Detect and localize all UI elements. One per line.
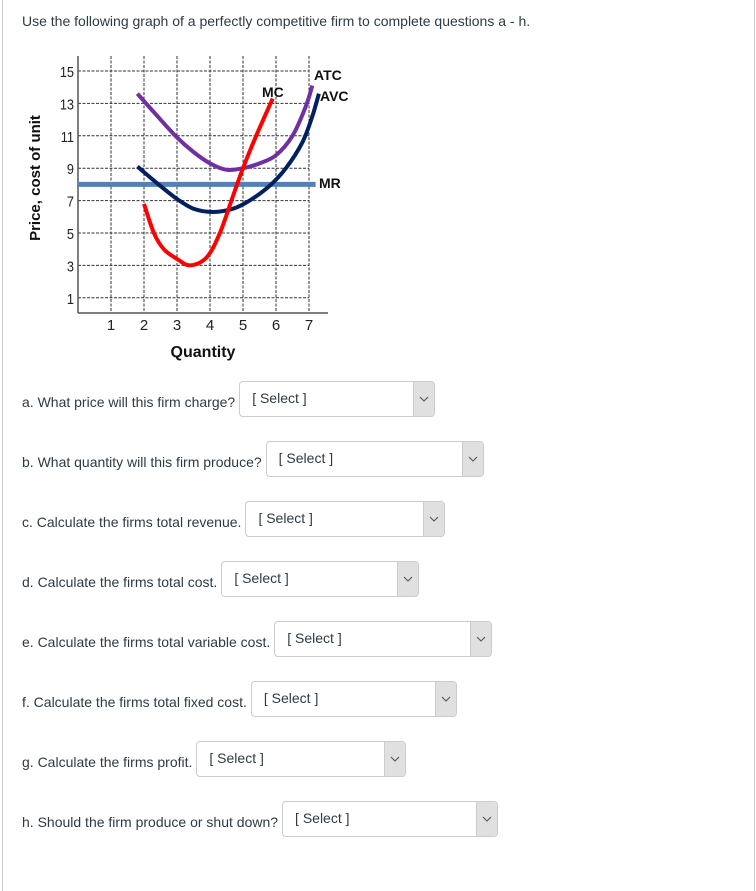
- select-value: [ Select ]: [234, 570, 289, 586]
- mc-label: MC: [262, 84, 284, 100]
- question-row-a: a. What price will this firm charge? [ Se…: [22, 380, 436, 418]
- question-row-b: b. What quantity will this firm produce?…: [22, 440, 484, 478]
- select-value: [ Select ]: [295, 810, 350, 826]
- y-tick-label: 5: [67, 225, 74, 242]
- answer-select-g[interactable]: [ Select ]: [196, 741, 407, 777]
- chevron-down-icon: [441, 696, 451, 702]
- x-tick-label: 3: [173, 317, 181, 334]
- y-tick-label: 7: [67, 193, 74, 210]
- question-label: e. Calculate the firms total variable co…: [22, 634, 271, 650]
- y-tick-label: 15: [60, 63, 74, 80]
- dropdown-button[interactable]: [476, 802, 498, 836]
- x-tick-label: 4: [206, 317, 214, 334]
- answer-select-e[interactable]: [ Select ]: [274, 621, 493, 657]
- chevron-down-icon: [468, 456, 478, 462]
- question-label: d. Calculate the firms total cost.: [22, 574, 218, 590]
- question-row-f: f. Calculate the firms total fixed cost.…: [22, 680, 457, 718]
- answer-select-b[interactable]: [ Select ]: [265, 441, 484, 477]
- dropdown-button[interactable]: [423, 502, 445, 536]
- x-tick-label: 1: [107, 317, 115, 334]
- question-label: a. What price will this firm charge?: [22, 394, 236, 410]
- x-axis-title: Quantity: [171, 344, 236, 361]
- select-value: [ Select ]: [263, 690, 319, 706]
- x-tick-label: 5: [239, 317, 247, 334]
- chevron-down-icon: [482, 816, 492, 822]
- chevron-down-icon: [391, 756, 400, 762]
- dropdown-button[interactable]: [413, 382, 435, 416]
- question-row-d: d. Calculate the firms total cost. [ Sele…: [22, 560, 420, 598]
- dropdown-button[interactable]: [461, 442, 483, 476]
- select-value: [ Select ]: [209, 750, 264, 766]
- chevron-down-icon: [419, 396, 429, 402]
- question-row-h: h. Should the firm produce or shut down?…: [22, 800, 499, 838]
- answer-select-h[interactable]: [ Select ]: [282, 801, 499, 837]
- curve-avc: [136, 93, 321, 214]
- atc-label: ATC: [314, 67, 342, 83]
- question-row-e: e. Calculate the firms total variable co…: [22, 620, 493, 658]
- select-value: [ Select ]: [287, 630, 342, 646]
- question-row-c: c. Calculate the firms total revenue. [ S…: [22, 500, 446, 538]
- dropdown-button[interactable]: [470, 622, 492, 656]
- select-value: [ Select ]: [252, 390, 307, 406]
- answer-select-d[interactable]: [ Select ]: [221, 561, 420, 597]
- chevron-down-icon: [476, 636, 486, 642]
- question-label: h. Should the firm produce or shut down?: [22, 814, 279, 830]
- chevron-down-icon: [430, 516, 439, 522]
- question-label: g. Calculate the firms profit.: [22, 754, 193, 770]
- x-tick-label: 2: [140, 317, 148, 334]
- question-label: f. Calculate the firms total fixed cost.: [22, 694, 247, 710]
- y-axis-title: Price, cost of unit: [27, 115, 44, 241]
- question-label: b. What quantity will this firm produce?: [22, 454, 262, 470]
- answer-select-c[interactable]: [ Select ]: [245, 501, 446, 537]
- question-intro: Use the following graph of a perfectly c…: [22, 13, 531, 29]
- mr-label: MR: [319, 175, 341, 191]
- question-row-g: g. Calculate the firms profit. [ Select ]: [22, 740, 407, 778]
- curve-mc: [142, 97, 275, 268]
- select-value: [ Select ]: [278, 450, 334, 466]
- y-tick-label: 13: [60, 95, 74, 112]
- x-tick-label: 6: [272, 317, 280, 334]
- answer-select-a[interactable]: [ Select ]: [239, 381, 436, 417]
- curve-atc: [135, 84, 315, 173]
- answer-select-f[interactable]: [ Select ]: [250, 681, 457, 717]
- x-tick-label: 7: [305, 317, 313, 334]
- chevron-down-icon: [403, 576, 413, 582]
- dropdown-button[interactable]: [384, 742, 406, 776]
- dropdown-button[interactable]: [434, 682, 456, 716]
- avc-label: AVC: [320, 88, 349, 104]
- y-tick-label: 11: [61, 128, 74, 145]
- select-value: [ Select ]: [258, 510, 313, 526]
- dropdown-button[interactable]: [397, 562, 419, 596]
- question-label: c. Calculate the firms total revenue.: [22, 514, 242, 530]
- y-tick-label: 1: [67, 290, 74, 307]
- y-tick-label: 9: [67, 160, 74, 177]
- y-tick-label: 3: [67, 257, 74, 274]
